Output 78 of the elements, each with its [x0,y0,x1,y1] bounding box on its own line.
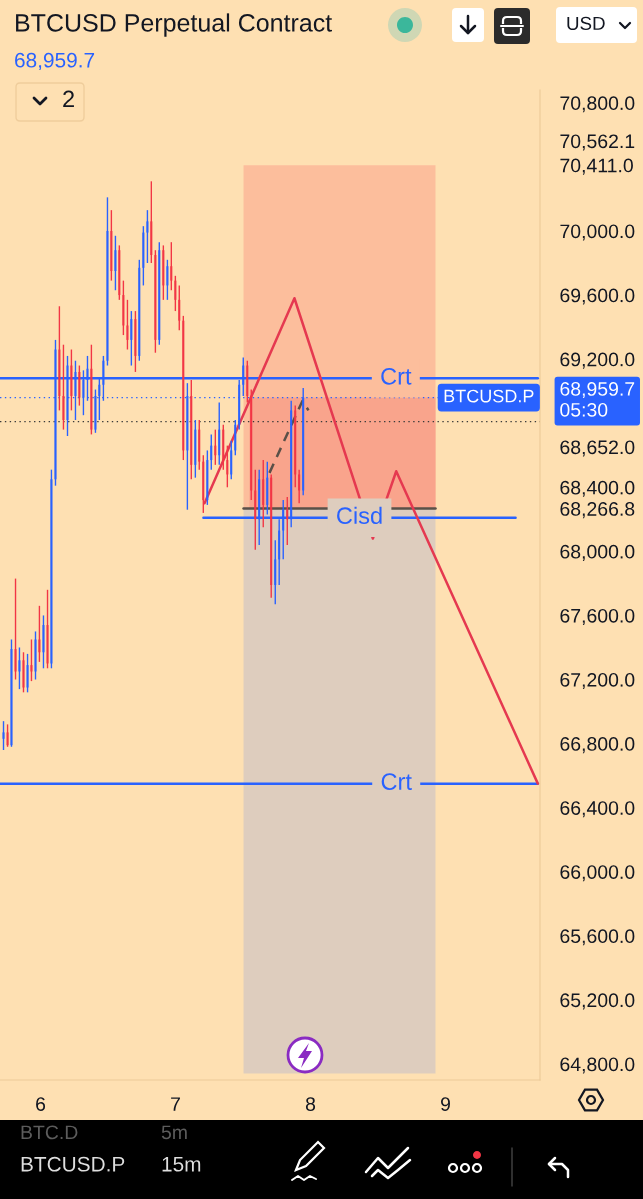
candlestick [50,468,53,669]
y-tick-label: 68,652.0 [560,440,635,457]
y-tick-label: 66,800.0 [560,737,635,754]
candlestick [214,428,217,466]
candlestick [174,275,177,312]
candlestick [130,310,133,367]
y-tick-label: 65,600.0 [560,929,635,946]
chart-title: BTCUSD Perpetual Contract [16,13,332,37]
x-tick-label: 7 [171,1097,180,1111]
candlestick [62,344,65,431]
candlestick [178,284,181,331]
candlestick [114,235,117,291]
candlestick [10,638,13,748]
candlestick [226,444,229,488]
text: 5m [161,1125,187,1140]
y-tick-label: 70,411.0 [560,158,633,175]
candlestick [286,496,289,546]
annotation: Cisd [337,506,382,525]
candlestick [6,723,9,748]
y-tick-label: 67,600.0 [560,608,635,625]
x-tick-label: 9 [441,1097,450,1111]
y-tick-label: 68,266.8 [560,502,635,519]
text: BTCUSD.P [21,1156,125,1172]
x-tick-label: 8 [305,1097,316,1111]
x-tick-label: 6 [36,1097,46,1111]
y-tick-label: 70,562.1 [560,134,635,151]
candlestick [182,315,185,461]
y-tick-label: 65,200.0 [560,993,635,1010]
candlestick [26,653,29,694]
candlestick [42,614,45,669]
text: BTC.D [21,1125,78,1140]
candlestick [2,720,5,751]
candlestick [58,305,61,412]
candlestick [90,344,93,436]
y-tick-label: 68,000.0 [560,544,635,561]
candlestick [122,279,125,336]
candlestick [142,225,145,287]
annotation: Crt [381,773,412,790]
y-tick-label: 69,200.0 [560,352,635,369]
y-tick-label: 64,800.0 [560,1057,635,1074]
candlestick [146,209,149,264]
y-tick-label: 68,400.0 [560,480,635,497]
y-tick-label: 66,400.0 [560,801,635,818]
text: USD [567,16,605,31]
y-tick-label: 70,000.0 [560,224,635,241]
text: 15m [162,1157,201,1172]
candlestick [166,259,169,301]
candlestick [14,577,17,681]
candlestick [170,241,173,291]
annotation: Crt [381,367,412,385]
candlestick [38,605,41,663]
y-tick-label: 66,000.0 [560,865,635,882]
candlestick [150,180,153,264]
candlestick [206,449,209,506]
candlestick [110,209,113,282]
chart-subtitle: 68,959.7 [15,52,95,71]
candlestick [154,249,157,354]
annotation: 2 [63,90,74,108]
y-tick-label: 69,600.0 [560,288,635,305]
candlestick [18,646,21,690]
ref-line-label: BTCUSD.P [444,389,534,403]
candlestick [30,638,33,682]
candlestick [118,244,121,301]
candlestick [106,196,109,367]
y-tick-label: 67,200.0 [560,672,635,690]
y-tick-label: 70,800.0 [560,96,635,113]
candlestick [298,468,301,504]
candlestick [34,630,37,681]
candlestick [22,651,25,694]
candlestick [134,310,137,373]
candlestick [210,433,213,471]
y-tick-label: 68,959.7 05:30 [560,382,635,417]
candlestick [78,364,81,407]
candlestick [46,589,49,669]
candlestick [162,244,165,301]
candlestick [194,419,197,479]
candlestick [70,348,73,412]
candlestick [126,299,129,351]
